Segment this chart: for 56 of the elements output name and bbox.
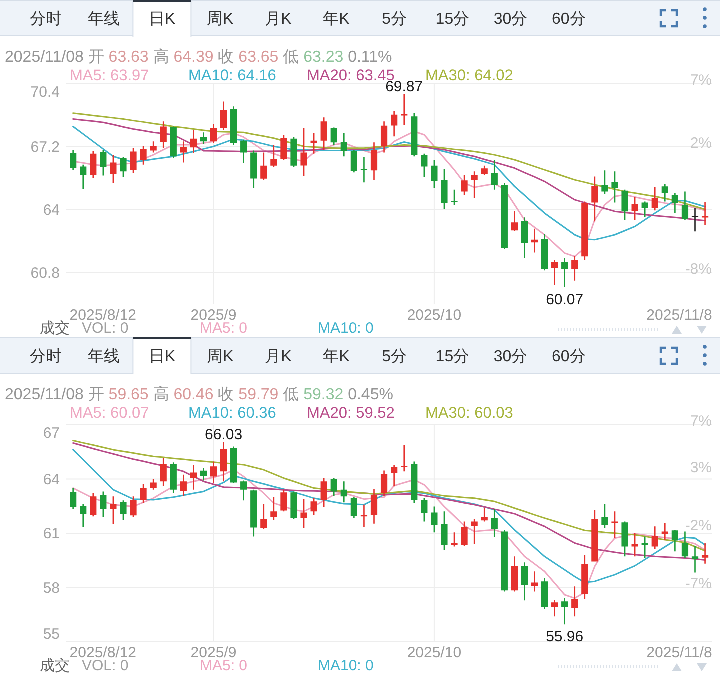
y2-tick-label: -7% — [685, 575, 712, 592]
y-tick-label: 64 — [43, 471, 60, 488]
y-tick-label: 70.4 — [30, 84, 60, 101]
text: MA10: 0 — [318, 658, 374, 674]
text: 月K — [265, 11, 292, 28]
text: 2025/11/08 开 63.63 高 64.39 收 63.65 低 63.23 0.11% — [5, 49, 392, 66]
y2-tick-label: 2% — [690, 135, 712, 152]
y2-tick-label: 7% — [690, 413, 712, 430]
y-tick-label: 55 — [43, 626, 60, 643]
annotation: 60.07 — [546, 291, 584, 308]
text: MA30: 64.02 — [426, 68, 514, 84]
text: 15分 — [436, 11, 470, 28]
text: 成交 — [40, 320, 70, 337]
text: 2025/11/8 — [646, 644, 712, 662]
y2-tick-label: -2% — [685, 517, 712, 534]
text: 月K — [265, 348, 292, 366]
text: 分时 — [30, 348, 62, 366]
text: MA5: 63.97 — [70, 68, 150, 84]
y-tick-label: 67.2 — [30, 139, 60, 156]
text: 5分 — [382, 11, 408, 28]
text: 30分 — [494, 11, 528, 28]
text: 年K — [323, 11, 350, 28]
text: 2025/11/08 开 59.65 高 60.46 收 59.79 低 59.32 0.45% — [5, 386, 394, 404]
y2-tick-label: -8% — [685, 261, 712, 278]
y2-tick-label: 7% — [690, 72, 712, 89]
text: 日K — [148, 11, 176, 28]
text: MA20: 59.52 — [307, 405, 395, 422]
text: 年线 — [88, 10, 120, 28]
annotation: 55.96 — [546, 628, 584, 646]
text: MA10: 64.16 — [188, 68, 276, 84]
text: 5分 — [382, 348, 408, 366]
text: MA10: 60.36 — [188, 405, 276, 422]
x-tick-label: 2025/10 — [407, 307, 462, 324]
text: 年线 — [88, 348, 120, 366]
text: 成交 — [40, 658, 70, 674]
text: 15分 — [436, 348, 470, 366]
text: 年K — [323, 348, 350, 366]
text: 30分 — [494, 348, 528, 366]
y-tick-label: 61 — [43, 526, 60, 542]
text: 日K — [148, 348, 176, 366]
text: MA30: 60.03 — [426, 405, 514, 422]
annotation: 66.03 — [205, 426, 243, 444]
y-tick-label: 64 — [43, 202, 60, 219]
text: 周K — [206, 348, 234, 366]
text: 60分 — [552, 11, 586, 28]
y-tick-label: 58 — [43, 580, 60, 597]
y2-tick-label: 3% — [690, 459, 712, 476]
text: 分时 — [30, 10, 62, 28]
text: 周K — [206, 11, 234, 28]
text: MA10: 0 — [318, 320, 374, 337]
text: 60分 — [552, 348, 586, 366]
text: 2025/11/8 — [646, 307, 712, 324]
text: MA5: 60.07 — [70, 405, 150, 422]
x-tick-label: 2025/10 — [407, 644, 462, 662]
y-tick-label: 67 — [43, 425, 60, 442]
y-tick-label: 60.8 — [30, 265, 60, 282]
